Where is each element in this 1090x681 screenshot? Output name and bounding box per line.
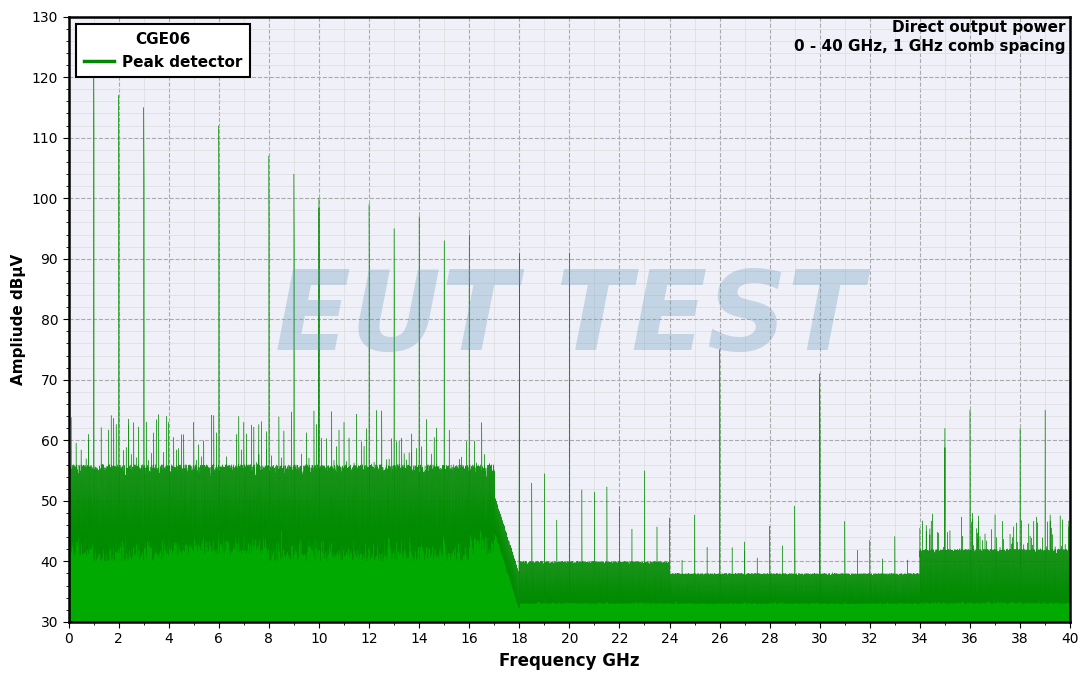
X-axis label: Frequency GHz: Frequency GHz: [499, 652, 640, 670]
Legend: Peak detector: Peak detector: [76, 25, 250, 77]
Y-axis label: Ampliude dBμV: Ampliude dBμV: [11, 253, 26, 385]
Text: Direct output power
0 - 40 GHz, 1 GHz comb spacing: Direct output power 0 - 40 GHz, 1 GHz co…: [794, 20, 1065, 54]
Text: EUT TEST: EUT TEST: [276, 266, 863, 373]
